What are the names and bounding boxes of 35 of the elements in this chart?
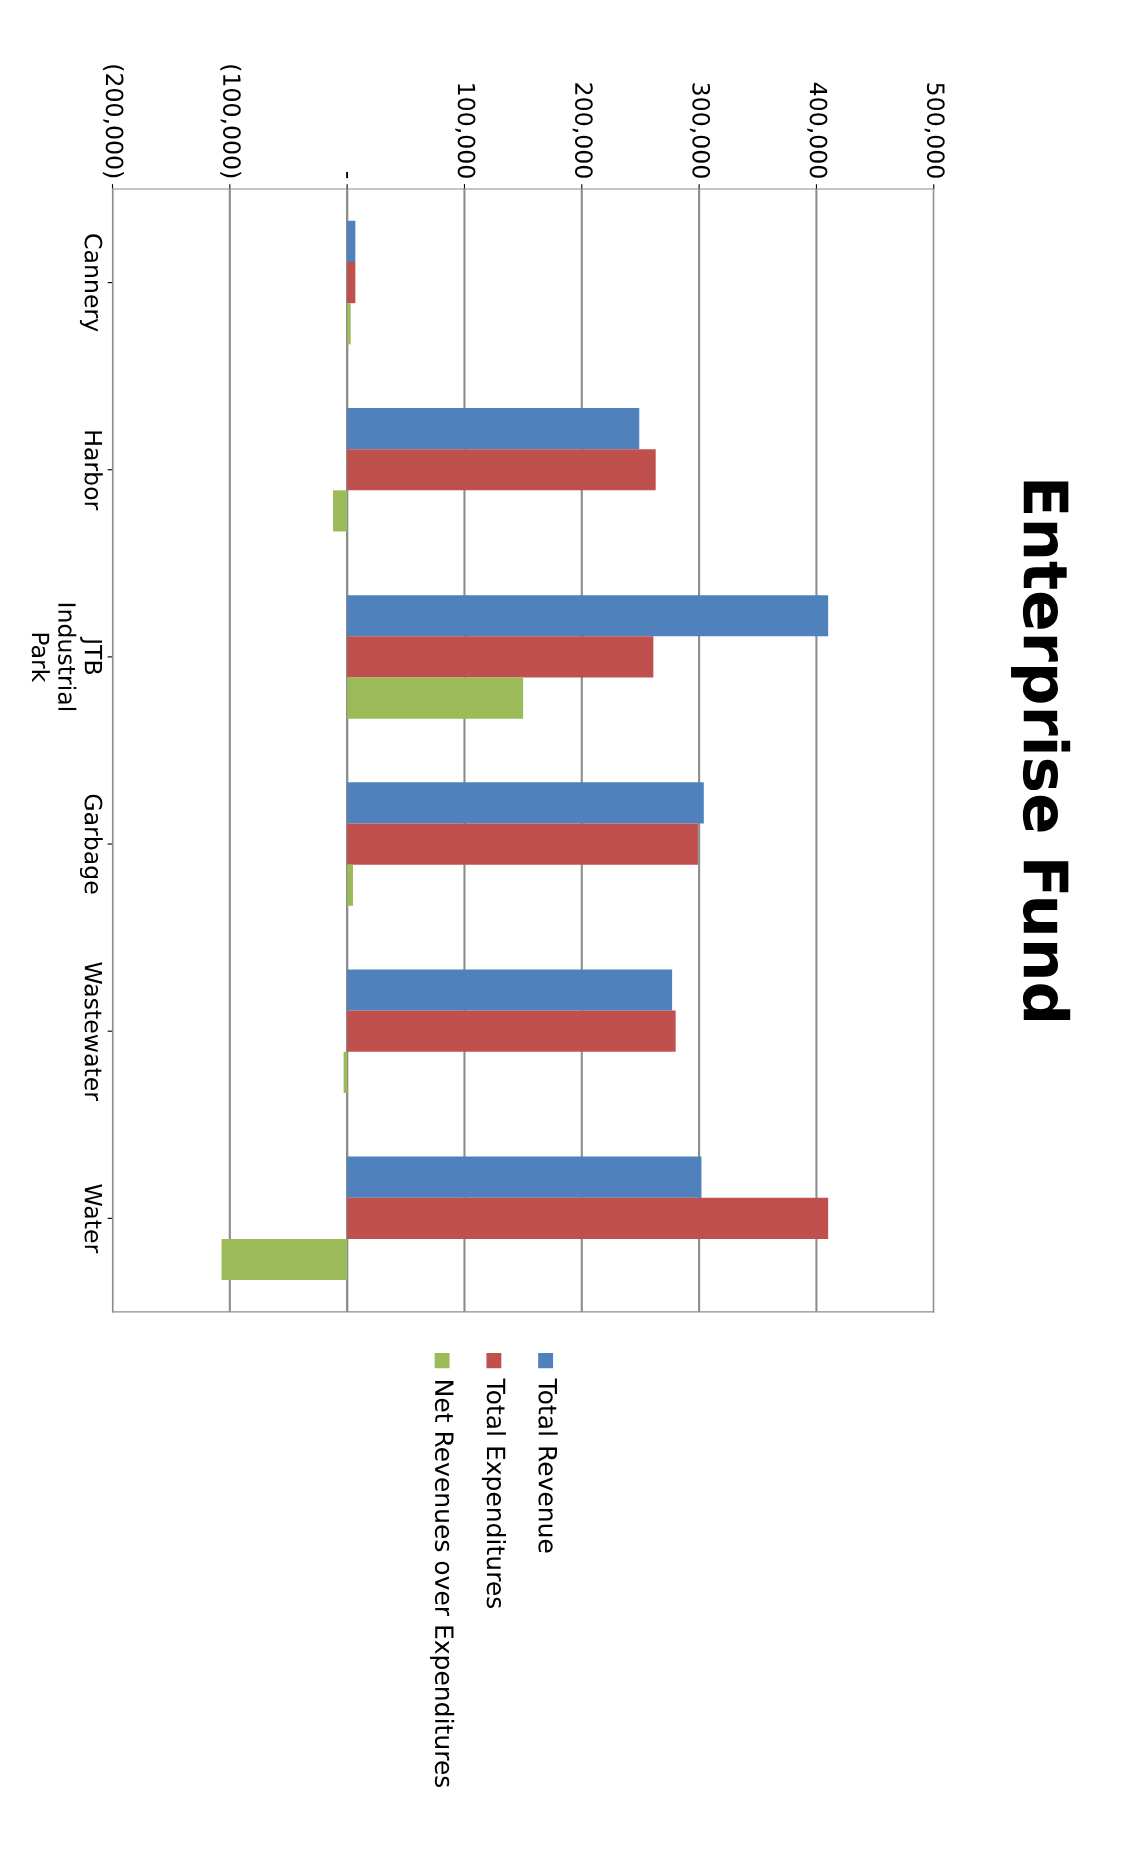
bar: [347, 969, 673, 1011]
x-tick-label: 200,000: [572, 83, 593, 178]
x-tick-label: -: [346, 171, 349, 179]
bar: [347, 782, 704, 824]
bar: [221, 1238, 348, 1281]
legend-label: Net Revenues over Expenditures: [430, 1381, 455, 1788]
bar: [347, 220, 356, 262]
bar: [347, 262, 356, 304]
y-tick-label: Harbor: [84, 431, 103, 511]
x-tick-label: 500,000: [924, 83, 945, 178]
bar: [347, 1197, 829, 1239]
bar: [347, 449, 656, 491]
x-tick-label: (200,000): [102, 65, 124, 178]
y-tick-label: JTB Industrial Park: [31, 603, 103, 711]
bar: [347, 636, 654, 678]
y-tick-label: Wastewater: [84, 962, 103, 1102]
legend-label: Total Expenditures: [481, 1378, 506, 1609]
bar: [347, 677, 524, 719]
y-tick-label: Water: [84, 1184, 103, 1254]
x-tick-label: 400,000: [807, 82, 828, 178]
y-tick-label: Cannery: [79, 234, 103, 332]
bar: [347, 823, 698, 865]
bar: [333, 490, 348, 532]
bar: [347, 864, 354, 906]
bar: [347, 407, 640, 450]
bar: [347, 1010, 676, 1052]
bar: [347, 303, 351, 345]
text: Enterprise Fund: [1011, 481, 1071, 1021]
x-tick-label: (100,000): [220, 65, 242, 178]
bar: [347, 1156, 702, 1198]
x-tick-label: 300,000: [689, 83, 711, 178]
legend-label: Total Revenue: [538, 1378, 558, 1553]
bar: [347, 595, 829, 637]
x-tick-label: 100,000: [455, 84, 476, 178]
y-tick-label: Garbage: [79, 794, 103, 894]
